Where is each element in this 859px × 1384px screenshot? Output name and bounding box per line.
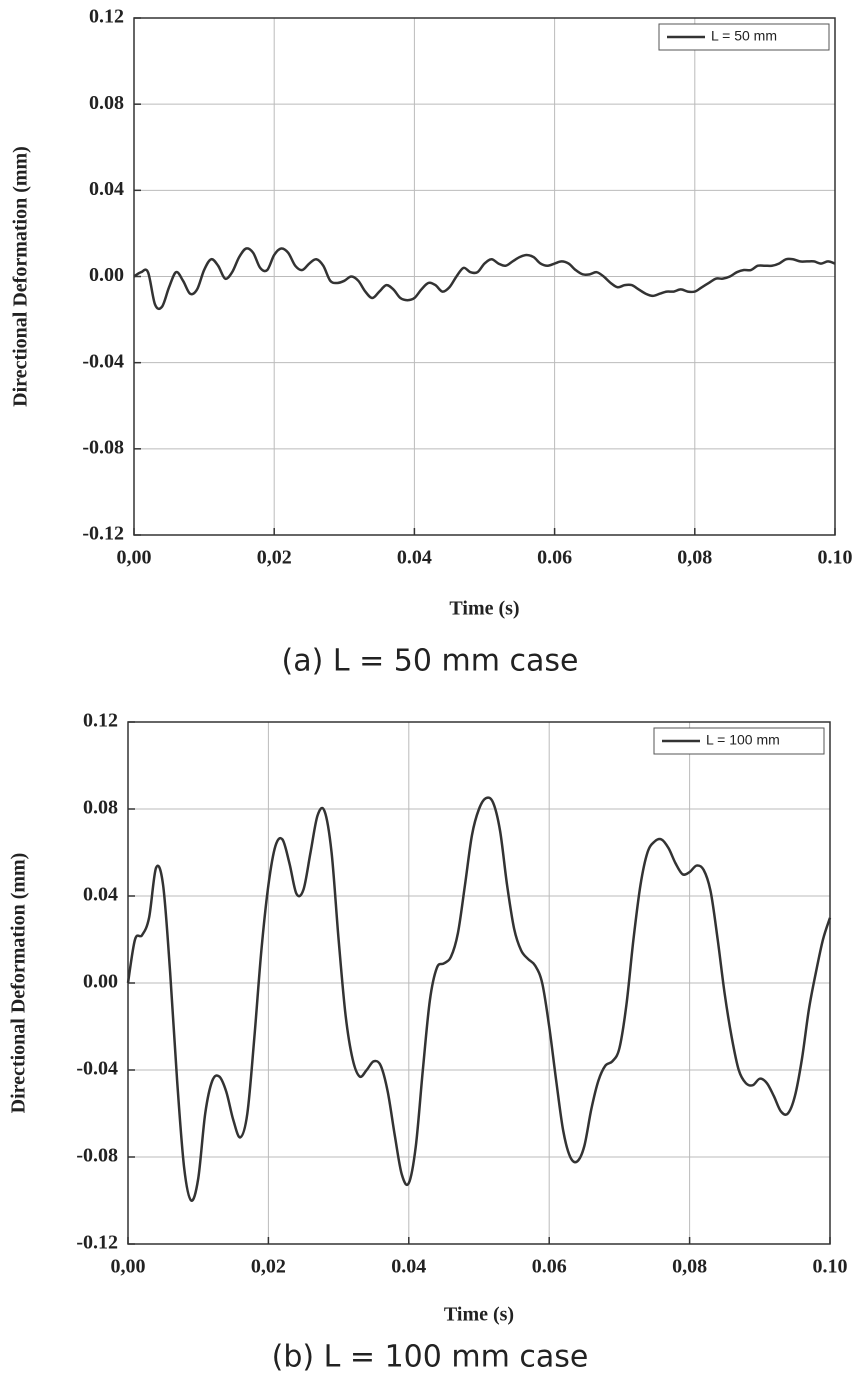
legend-box — [658, 23, 830, 51]
y-tick-label: 0.08 — [89, 92, 124, 114]
plot-frame — [127, 721, 831, 1245]
x-tick-label: 0,08 — [677, 547, 712, 569]
x-tick-label: 0.10 — [818, 547, 853, 569]
x-tick-label: 0.06 — [532, 1256, 567, 1278]
x-tick-label: 0,02 — [257, 547, 292, 569]
y-tick-label: -0.12 — [82, 523, 124, 545]
y-tick-label: 0.04 — [89, 178, 124, 200]
caption: (a) L = 50 mm case — [282, 644, 579, 679]
y-tick-label: 0.12 — [89, 6, 124, 28]
y-tick-label: 0.00 — [89, 264, 124, 286]
chart-panel: 0.12 0.08 0.04 0.00 -0.04 -0.08 -0.120,00 0,02 0… — [8, 710, 848, 1375]
y-tick-label: -0.08 — [82, 436, 124, 458]
data-line — [133, 247, 836, 311]
x-tick-label: 0,02 — [251, 1256, 286, 1278]
x-axis-label: Time (s) — [449, 598, 519, 620]
chart-panel: 0.12 0.08 0.04 0.00 -0.04 -0.08 -0.120,00 0,02 0… — [10, 6, 853, 679]
legend-label: L = 100 mm — [706, 732, 780, 748]
y-tick-label: -0.08 — [76, 1145, 118, 1167]
x-axis-label: Time (s) — [444, 1304, 514, 1326]
y-axis-label: Directional Deformation (mm) — [10, 146, 32, 407]
x-tick-label: 0.04 — [391, 1256, 426, 1278]
y-tick-label: 0.00 — [83, 971, 118, 993]
x-tick-label: 0,00 — [117, 547, 152, 569]
y-tick-label: 0.08 — [83, 797, 118, 819]
y-tick-label: -0.04 — [76, 1058, 118, 1080]
x-tick-label: 0,00 — [111, 1256, 146, 1278]
caption: (b) L = 100 mm case — [272, 1340, 589, 1375]
y-axis-label: Directional Deformation (mm) — [8, 853, 30, 1114]
x-tick-label: 0.10 — [813, 1256, 848, 1278]
data-line — [126, 796, 832, 1202]
y-tick-label: 0.12 — [83, 710, 118, 732]
x-tick-label: 0.04 — [397, 547, 432, 569]
legend-label: L = 50 mm — [711, 28, 777, 44]
y-tick-label: 0.04 — [83, 884, 118, 906]
x-tick-label: 0.06 — [537, 547, 572, 569]
x-tick-label: 0,08 — [672, 1256, 707, 1278]
y-tick-label: -0.04 — [82, 350, 124, 372]
y-tick-label: -0.12 — [76, 1232, 118, 1254]
